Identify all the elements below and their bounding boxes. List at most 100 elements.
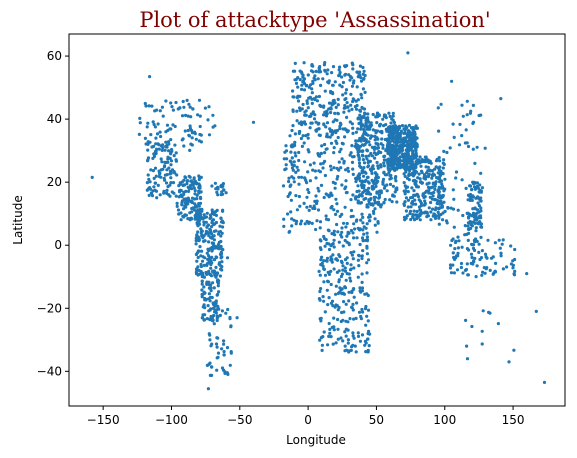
data-point (222, 353, 226, 357)
data-point (208, 308, 212, 312)
data-point (152, 152, 156, 156)
data-point (298, 78, 302, 82)
data-point (398, 134, 402, 138)
data-point (485, 256, 489, 260)
data-point (466, 238, 470, 242)
data-point (303, 160, 307, 164)
data-point (299, 222, 303, 226)
data-point (332, 208, 336, 212)
data-point (173, 124, 177, 129)
data-point (418, 218, 422, 222)
data-point (189, 142, 193, 146)
data-point (305, 83, 309, 88)
data-point (334, 197, 338, 201)
data-point (321, 166, 325, 170)
data-point (348, 317, 352, 321)
data-point (324, 217, 329, 221)
data-point (285, 157, 289, 161)
data-point (287, 176, 291, 180)
data-point (360, 236, 365, 240)
data-point (344, 91, 348, 95)
data-point (457, 239, 461, 243)
data-point (328, 331, 332, 335)
data-point (334, 284, 338, 288)
data-point (153, 125, 157, 129)
data-point (364, 341, 368, 345)
data-point (509, 262, 513, 266)
data-point (138, 121, 142, 125)
data-point (322, 330, 326, 334)
data-point (216, 193, 220, 197)
data-point (297, 182, 301, 186)
data-point (219, 193, 223, 197)
data-point (339, 259, 344, 263)
data-point (348, 78, 352, 82)
data-point (358, 179, 362, 183)
data-point (370, 178, 374, 182)
data-point (224, 311, 228, 315)
data-point (448, 146, 452, 150)
data-point (475, 239, 479, 243)
data-point (349, 208, 354, 213)
data-point (205, 317, 209, 321)
data-point (351, 231, 355, 235)
data-point (474, 275, 478, 279)
data-point (377, 193, 381, 197)
data-point (212, 258, 216, 262)
data-point (309, 69, 314, 73)
data-point (475, 145, 479, 149)
data-point (376, 166, 380, 170)
data-point (207, 362, 211, 366)
data-point (179, 218, 183, 222)
data-point (197, 174, 201, 178)
data-point (211, 241, 215, 246)
data-point (343, 106, 347, 110)
data-point (162, 189, 166, 193)
data-point (155, 147, 159, 151)
data-point (373, 145, 377, 149)
data-point (208, 228, 212, 232)
data-point (195, 211, 199, 215)
data-point (169, 181, 173, 185)
data-point (479, 222, 483, 226)
data-point (335, 209, 340, 213)
data-point (371, 112, 375, 117)
data-point (467, 212, 472, 216)
data-point (355, 85, 359, 89)
data-point (216, 351, 221, 355)
data-point (164, 99, 168, 103)
data-point (442, 149, 446, 153)
data-point (423, 177, 428, 181)
data-point (431, 214, 435, 218)
data-point (410, 201, 414, 205)
data-point (157, 169, 161, 173)
data-point (422, 203, 426, 207)
data-point (368, 332, 372, 336)
data-point (143, 101, 147, 106)
data-point (323, 173, 327, 178)
data-point (308, 126, 312, 130)
data-point (483, 271, 487, 275)
data-point (333, 111, 337, 115)
data-point (350, 84, 354, 88)
data-point (169, 101, 173, 105)
data-point (361, 65, 365, 70)
data-point (351, 155, 355, 159)
data-point (335, 141, 339, 145)
data-point (149, 168, 153, 172)
data-point (297, 150, 301, 155)
data-point (151, 169, 155, 173)
data-point (472, 238, 476, 242)
data-point (166, 155, 170, 159)
data-point (291, 89, 295, 93)
data-point (480, 249, 484, 253)
data-point (200, 249, 204, 253)
data-point (425, 171, 429, 175)
data-point (184, 113, 188, 117)
data-point (406, 145, 410, 149)
data-point (345, 130, 350, 134)
data-point (426, 174, 430, 178)
data-point (388, 182, 393, 186)
data-point (403, 174, 407, 178)
